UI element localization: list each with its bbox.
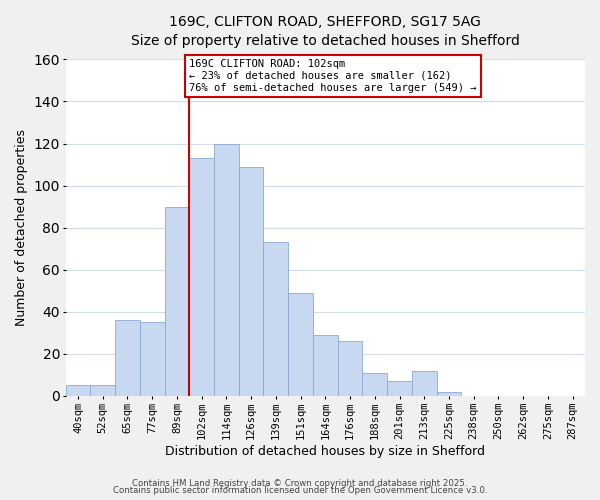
Bar <box>288 293 313 396</box>
Text: Contains public sector information licensed under the Open Government Licence v3: Contains public sector information licen… <box>113 486 487 495</box>
Bar <box>263 242 288 396</box>
Bar <box>115 320 140 396</box>
Bar <box>387 381 412 396</box>
Bar <box>313 335 338 396</box>
Bar <box>140 322 164 396</box>
Bar <box>91 386 115 396</box>
Bar <box>437 392 461 396</box>
Bar <box>239 166 263 396</box>
Y-axis label: Number of detached properties: Number of detached properties <box>15 129 28 326</box>
Bar <box>362 373 387 396</box>
Title: 169C, CLIFTON ROAD, SHEFFORD, SG17 5AG
Size of property relative to detached hou: 169C, CLIFTON ROAD, SHEFFORD, SG17 5AG S… <box>131 15 520 48</box>
Bar <box>412 370 437 396</box>
Text: Contains HM Land Registry data © Crown copyright and database right 2025.: Contains HM Land Registry data © Crown c… <box>132 478 468 488</box>
Bar <box>338 341 362 396</box>
Bar <box>164 206 189 396</box>
Bar <box>214 144 239 396</box>
X-axis label: Distribution of detached houses by size in Shefford: Distribution of detached houses by size … <box>166 444 485 458</box>
Bar <box>65 386 91 396</box>
Bar <box>189 158 214 396</box>
Text: 169C CLIFTON ROAD: 102sqm
← 23% of detached houses are smaller (162)
76% of semi: 169C CLIFTON ROAD: 102sqm ← 23% of detac… <box>189 60 477 92</box>
